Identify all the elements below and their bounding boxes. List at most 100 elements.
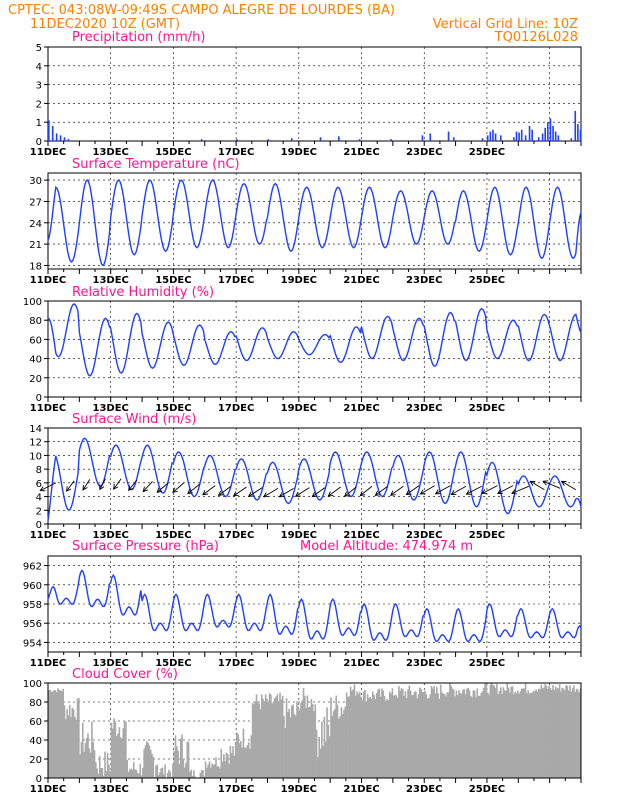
cloud-ytick-label: 20 (29, 755, 42, 766)
cloud-bar (258, 703, 260, 778)
temp-xtick-label: 19DEC (281, 275, 317, 286)
cloud-bar (54, 690, 57, 778)
cloud-bar (262, 698, 264, 778)
cloud-bar (370, 698, 373, 778)
precip-bar (200, 139, 203, 141)
cloud-bar (109, 771, 112, 778)
cloud-bar (76, 698, 79, 778)
cloud-bar (443, 693, 446, 778)
cloud-bar (63, 705, 66, 778)
cloud-bar (93, 750, 96, 778)
cloud-bar (464, 694, 467, 778)
cloud-bar (550, 690, 553, 778)
cloud-bar (338, 718, 340, 778)
precip-bar (520, 129, 523, 141)
temp-xtick-label: 23DEC (406, 275, 442, 286)
precip-bar (290, 138, 293, 141)
cloud-bar (483, 687, 485, 778)
cloud-bar (49, 689, 51, 778)
cloud-bar (533, 691, 536, 778)
cloud-bar (96, 768, 98, 778)
cloud-bar (411, 695, 413, 778)
precip-bar (489, 131, 492, 141)
cloud-bar (428, 697, 430, 778)
cloud-bar (117, 733, 119, 778)
cloud-bar (460, 693, 463, 778)
cloud-bar (123, 720, 126, 778)
cloud-bar (131, 769, 134, 778)
cloud-bar (236, 732, 238, 778)
cloud-bar (571, 688, 574, 778)
wind-vector-head (99, 484, 105, 491)
cloud-bar (108, 764, 110, 778)
model-altitude: Model Altitude: 474.974 m (300, 539, 473, 554)
wind-ytick-label: 10 (29, 451, 42, 462)
cloud-bar (181, 734, 183, 778)
precip-bar (421, 135, 424, 141)
precip-bar (48, 120, 50, 141)
cloud-bar (471, 697, 473, 778)
precip-title: Precipitation (mm/h) (72, 30, 205, 45)
cloud-bar (519, 691, 522, 778)
cloud-bar (322, 745, 324, 778)
cloud-bar (234, 741, 237, 778)
cloud-bar (492, 684, 494, 778)
cloud-bar (518, 693, 520, 778)
cloud-bar (191, 775, 194, 778)
cloud-bar (59, 690, 62, 778)
wind-vector (375, 485, 388, 496)
cloud-bar (270, 694, 272, 778)
cloud-bar (183, 767, 186, 778)
cloud-bar (466, 688, 468, 778)
cloud-bar (128, 769, 131, 778)
cloud-bar (358, 691, 361, 778)
cloud-bar (279, 692, 281, 778)
temp-xtick-label: 21DEC (343, 275, 379, 286)
cloud-bar (219, 768, 221, 778)
wind-vector (511, 485, 529, 494)
cloud-bar (362, 691, 365, 778)
cloud-bar (87, 733, 89, 778)
cloud-bar (553, 690, 556, 778)
wind-vector (530, 480, 545, 491)
pres-xtick-label: 23DEC (406, 658, 442, 669)
cloud-bar (289, 717, 292, 778)
precip-ytick-label: 1 (36, 118, 42, 129)
cloud-bar (485, 684, 488, 778)
pres-xtick-label: 11DEC (30, 658, 66, 669)
cloud-bar (319, 748, 322, 778)
precip-xtick-label: 25DEC (469, 147, 505, 158)
precip-bar (358, 139, 361, 141)
cloud-bar (84, 743, 87, 778)
cloud-bar (452, 689, 455, 778)
wind-vector-head (66, 486, 72, 492)
wind-vector-head (450, 489, 457, 495)
pres-xtick-label: 15DEC (155, 658, 191, 669)
wind-vector (295, 487, 310, 497)
cloud-bar (271, 703, 273, 778)
cloud-bar (114, 721, 117, 778)
cloud-xtick-label: 23DEC (406, 784, 442, 795)
cloud-xtick-label: 15DEC (155, 784, 191, 795)
cloud-bar (532, 690, 535, 778)
cloud-bar (168, 769, 170, 778)
cloud-bar (540, 684, 543, 778)
cloud-bar (543, 687, 545, 778)
wind-vector-head (327, 491, 334, 497)
rh-xtick-label: 11DEC (30, 403, 66, 414)
cloud-bar (179, 738, 182, 778)
cloud-bar (276, 694, 279, 778)
cloud-bar (313, 710, 315, 778)
rh-panel: 0 20 40 60 80 100 11DEC 13DEC 15DEC 17DEC 19DEC 21D… (23, 297, 582, 414)
cloud-bar (147, 742, 149, 778)
cloud-bar (250, 735, 253, 778)
cloud-bar (143, 748, 145, 778)
cloud-bar (242, 728, 245, 778)
cloud-bar (161, 767, 164, 778)
precip-bar (518, 132, 520, 141)
cloud-bar (145, 741, 148, 778)
wind-ytick-label: 14 (29, 424, 42, 435)
pres-ytick-label: 954 (23, 638, 42, 649)
wind-vector-head (262, 492, 269, 498)
precip-bar (531, 129, 533, 141)
